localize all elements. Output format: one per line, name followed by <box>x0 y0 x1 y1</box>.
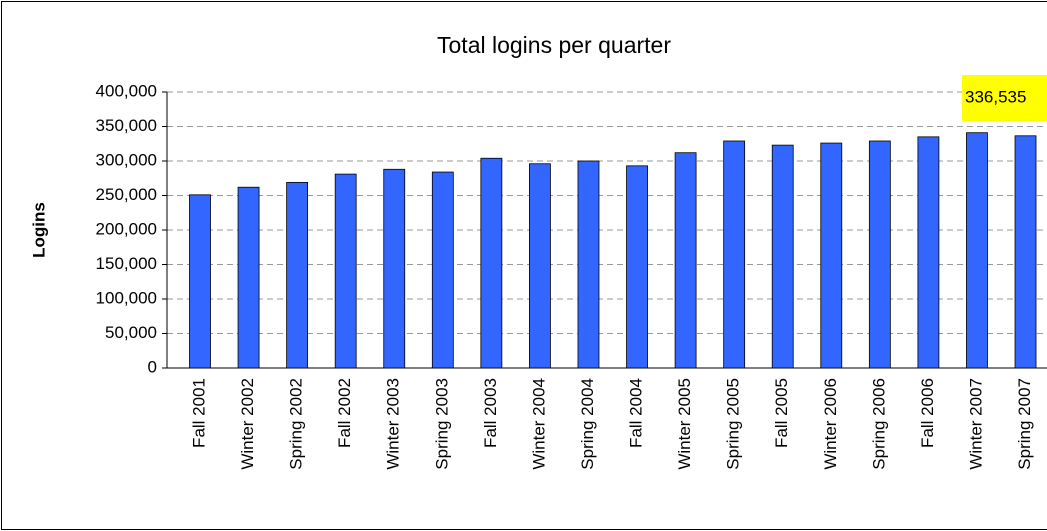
bar <box>917 136 940 369</box>
bar <box>529 163 551 369</box>
x-tick-label: Winter 2004 <box>529 378 548 470</box>
x-tick-label: Spring 2002 <box>287 378 306 470</box>
x-tick-label: Winter 2005 <box>675 378 694 470</box>
bar <box>480 157 503 369</box>
bar <box>626 165 648 369</box>
x-tick-label: Winter 2007 <box>966 378 985 470</box>
x-tick-label: Winter 2003 <box>384 378 403 470</box>
y-tick-label: 100,000 <box>96 288 157 307</box>
y-tick-label: 300,000 <box>96 150 157 169</box>
bar <box>237 186 260 369</box>
bar <box>383 168 406 369</box>
x-tick-label: Fall 2005 <box>772 378 791 448</box>
bar <box>723 140 746 369</box>
bar <box>771 144 794 369</box>
x-tick-label: Winter 2002 <box>238 378 257 470</box>
x-tick-label: Spring 2003 <box>432 378 451 470</box>
y-tick-label: 250,000 <box>96 185 157 204</box>
y-tick-label: 0 <box>148 357 157 376</box>
x-tick-label: Spring 2005 <box>724 378 743 470</box>
x-tick-label: Spring 2006 <box>869 378 888 470</box>
chart-title: Total logins per quarter <box>437 32 671 58</box>
bar <box>334 173 357 369</box>
bar <box>868 140 891 369</box>
data-label-box <box>962 75 1047 121</box>
x-tick-label: Spring 2007 <box>1015 378 1034 470</box>
x-tick-label: Fall 2006 <box>918 378 937 448</box>
bar <box>286 181 309 369</box>
bar <box>1014 135 1037 369</box>
x-tick-label: Fall 2004 <box>627 378 646 448</box>
x-tick-label: Fall 2003 <box>481 378 500 448</box>
y-tick-label: 200,000 <box>96 219 157 238</box>
y-tick-label: 400,000 <box>96 81 157 100</box>
y-tick-label: 350,000 <box>96 116 157 135</box>
y-tick-label: 50,000 <box>105 323 157 342</box>
bar <box>674 152 697 369</box>
bar <box>431 171 454 369</box>
bar <box>577 160 600 369</box>
y-tick-label: 150,000 <box>96 254 157 273</box>
x-tick-label: Fall 2002 <box>335 378 354 448</box>
bar <box>966 132 988 369</box>
x-tick-label: Spring 2004 <box>578 378 597 470</box>
data-label: 336,535 <box>965 87 1026 106</box>
bar <box>820 142 843 369</box>
y-axis-label: Logins <box>29 202 48 258</box>
x-tick-label: Fall 2001 <box>189 378 208 448</box>
x-tick-label: Winter 2006 <box>821 378 840 470</box>
bar <box>189 194 211 369</box>
